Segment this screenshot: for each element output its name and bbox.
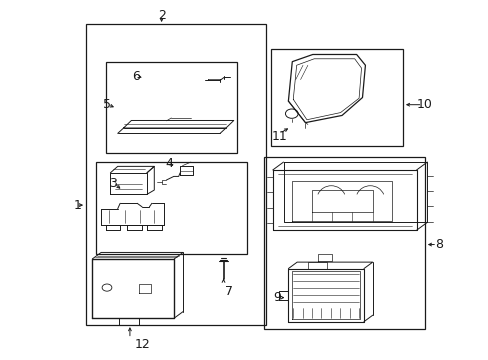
Text: 8: 8 [435,238,443,251]
Bar [105,62,237,153]
Text: 6: 6 [132,69,140,82]
Text: 12: 12 [134,338,150,351]
Text: 7: 7 [224,285,232,298]
Bar [96,162,246,253]
Text: 1: 1 [74,199,81,212]
Bar [271,49,402,146]
Text: 11: 11 [271,130,287,144]
Text: 5: 5 [103,98,111,111]
Text: 2: 2 [157,9,165,22]
Bar [86,24,266,325]
Text: 10: 10 [416,98,432,111]
Text: 4: 4 [164,157,172,170]
Text: 3: 3 [109,177,117,190]
Bar [264,157,424,329]
Text: 9: 9 [273,291,281,304]
